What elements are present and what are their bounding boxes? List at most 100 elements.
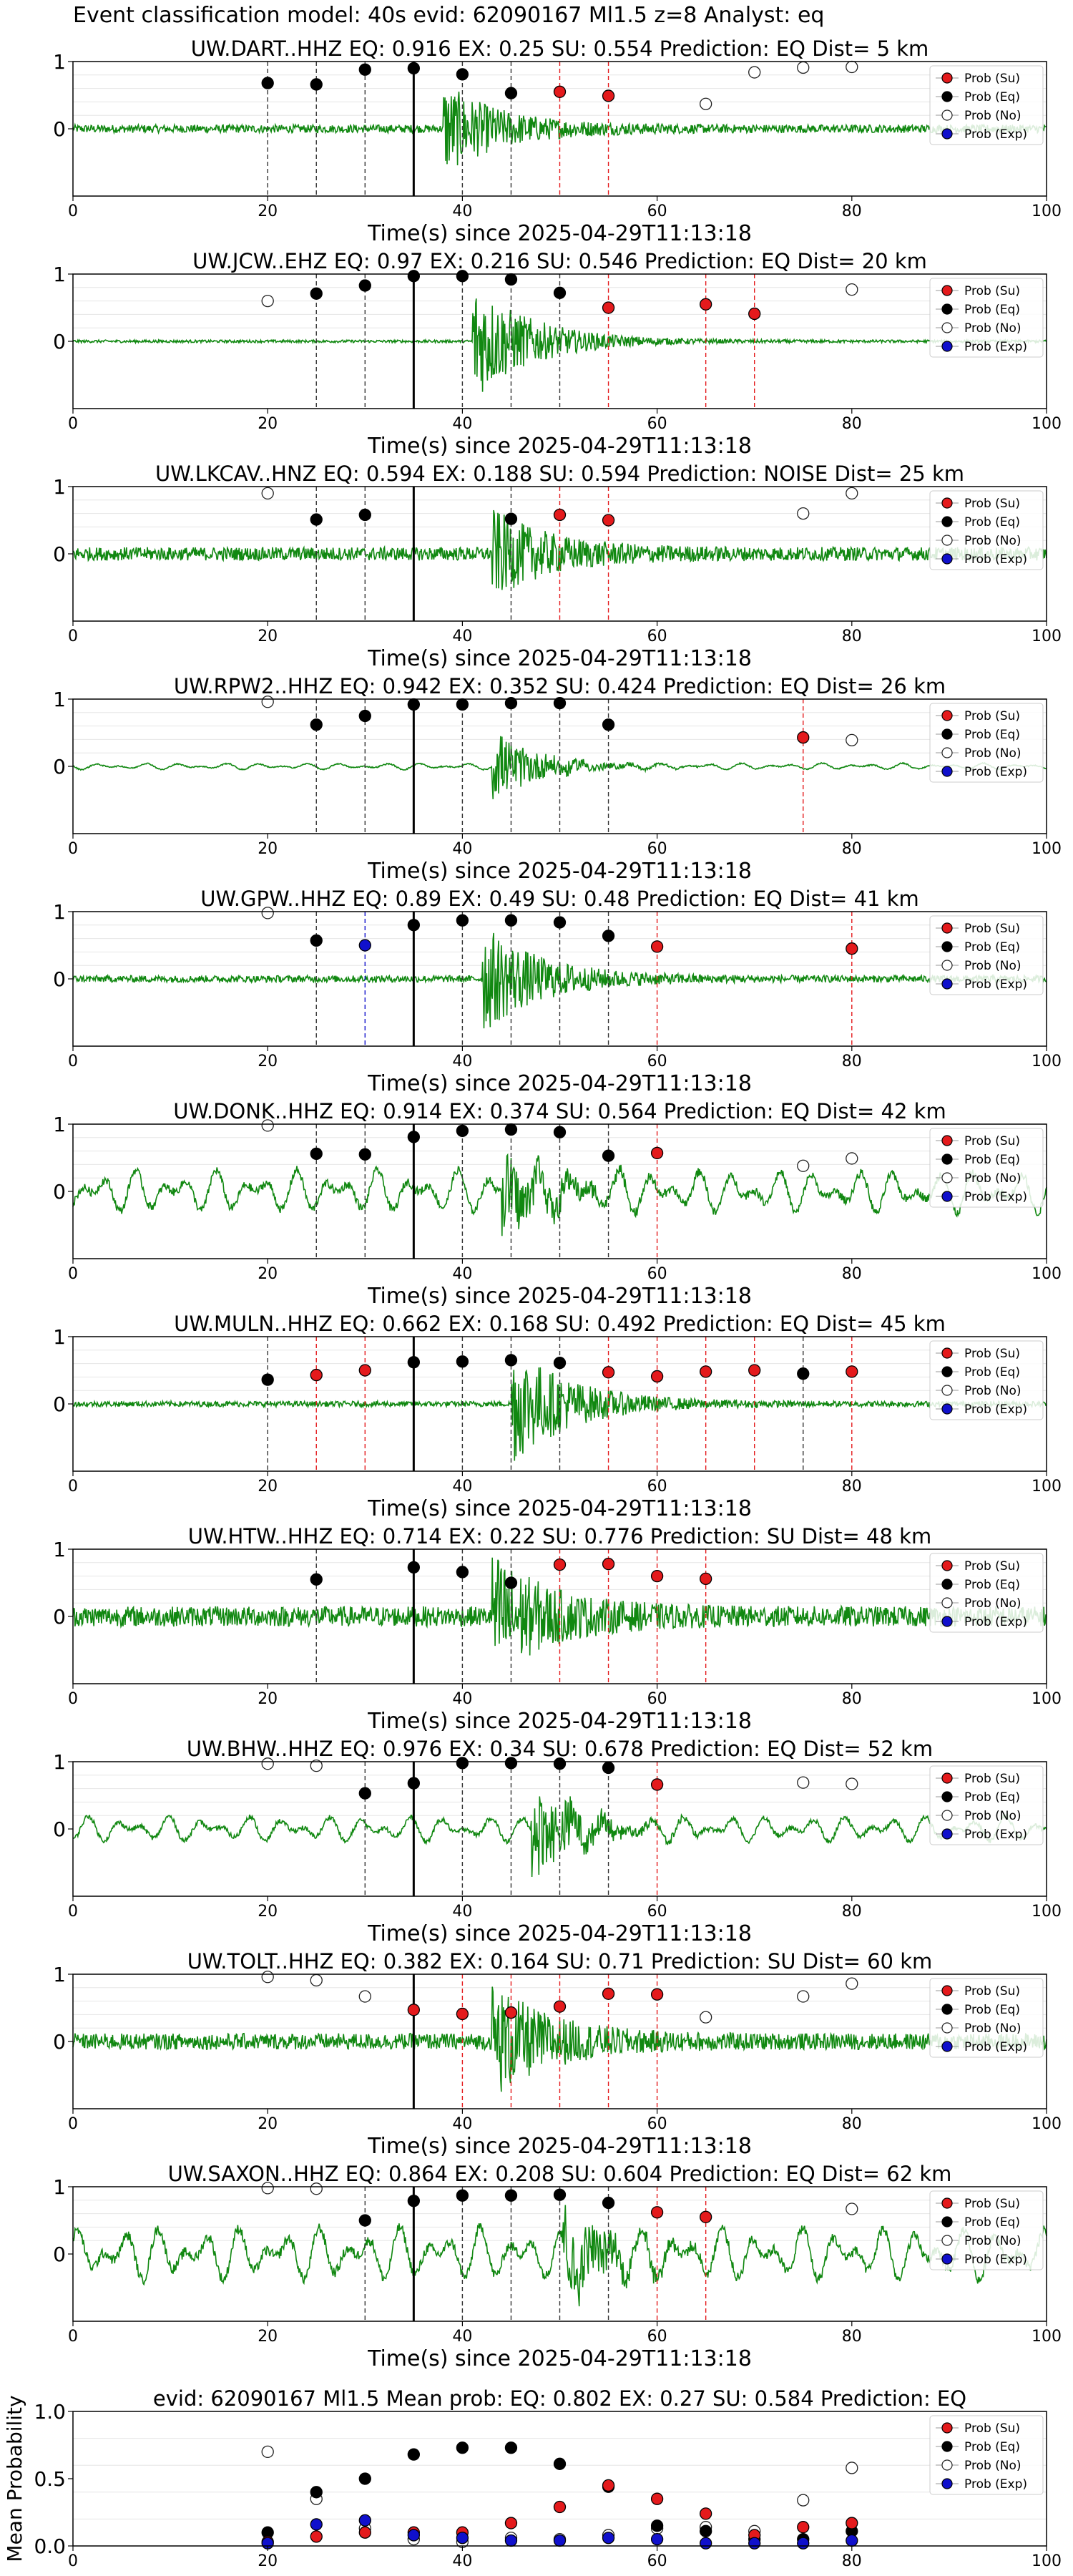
x-tick-label: 80 — [842, 1053, 862, 1070]
exp-prob-point — [407, 2529, 420, 2542]
x-tick-label: 60 — [647, 1478, 667, 1496]
waveform-trace — [72, 92, 1047, 166]
legend-marker — [941, 1403, 953, 1415]
eq-prob-point — [407, 62, 420, 75]
legend-marker — [941, 2004, 953, 2015]
x-axis-label: Time(s) since 2025-04-29T11:13:18 — [367, 434, 752, 459]
legend-label: Prob (No) — [964, 1809, 1021, 1823]
y-tick-label: 0 — [53, 330, 66, 353]
x-tick-label: 40 — [452, 415, 472, 433]
x-tick-label: 80 — [842, 203, 862, 220]
legend-label: Prob (Eq) — [964, 90, 1020, 104]
legend: Prob (Su) Prob (Eq) Prob (No) Prob (Exp) — [929, 2415, 1044, 2495]
y-tick-label: 0 — [53, 1818, 66, 1841]
no-prob-point — [846, 283, 858, 296]
eq-prob-point — [358, 2214, 371, 2227]
legend-label: Prob (No) — [964, 959, 1021, 973]
x-tick-label: 40 — [452, 628, 472, 645]
exp-prob-point — [748, 2537, 761, 2550]
legend: Prob (Su) Prob (Eq) Prob (No) Prob (Exp) — [929, 490, 1044, 570]
su-prob-point — [553, 2000, 567, 2013]
legend-label: Prob (Su) — [964, 284, 1020, 298]
legend-label: Prob (No) — [964, 321, 1021, 336]
y-tick-label: 1 — [53, 475, 66, 499]
su-prob-point — [797, 731, 810, 744]
no-prob-point — [261, 907, 274, 919]
legend-marker — [941, 322, 953, 333]
legend-label: Prob (Exp) — [964, 552, 1027, 567]
legend-marker — [941, 2041, 953, 2052]
legend-label: Prob (Exp) — [964, 1402, 1027, 1417]
x-tick-label: 80 — [842, 1478, 862, 1496]
x-tick-label: 20 — [258, 203, 278, 220]
no-prob-point — [358, 1990, 371, 2003]
no-prob-point — [846, 1977, 858, 1990]
y-tick-label: 0 — [53, 755, 66, 779]
no-prob-point — [261, 2445, 274, 2459]
legend-marker — [941, 1191, 953, 1202]
su-prob-point — [553, 85, 567, 98]
no-prob-point — [748, 66, 761, 79]
x-tick-label: 80 — [842, 1265, 862, 1283]
no-prob-point — [846, 60, 858, 74]
x-tick-label: 20 — [258, 1478, 278, 1496]
legend-label: Prob (Su) — [964, 1984, 1020, 1999]
eq-prob-point — [310, 718, 323, 731]
legend-marker — [941, 728, 953, 740]
legend-marker — [941, 2478, 953, 2489]
x-tick-label: 20 — [258, 2115, 278, 2133]
x-tick-label: 80 — [842, 840, 862, 858]
su-prob-point — [748, 307, 761, 321]
exp-prob-point — [358, 939, 371, 952]
su-prob-point — [456, 2007, 469, 2021]
eq-prob-point — [407, 2195, 420, 2207]
eq-prob-point — [553, 2188, 567, 2201]
eq-prob-point — [407, 1356, 420, 1369]
x-tick-label: 20 — [258, 2552, 278, 2570]
legend-marker — [941, 1560, 953, 1571]
exp-prob-point — [553, 2534, 567, 2547]
eq-prob-point — [553, 1357, 567, 1370]
y-tick-label: 0 — [53, 2030, 66, 2054]
legend-marker — [941, 109, 953, 121]
eq-prob-point — [602, 1761, 615, 1775]
legend-marker — [941, 1385, 953, 1396]
legend-box — [929, 65, 1044, 145]
eq-prob-point — [358, 1787, 371, 1800]
legend-label: Prob (No) — [964, 2234, 1021, 2248]
exp-prob-point — [700, 2537, 712, 2550]
no-prob-point — [846, 2202, 858, 2215]
x-axis-label: Time(s) since 2025-04-29T11:13:18 — [367, 1071, 752, 1096]
x-tick-label: 20 — [258, 1053, 278, 1070]
x-tick-label: 40 — [452, 2115, 472, 2133]
waveform-trace — [72, 298, 1047, 392]
legend-box — [929, 703, 1044, 783]
panel-title: UW.LKCAV..HNZ EQ: 0.594 EX: 0.188 SU: 0.… — [155, 462, 964, 486]
legend-marker — [941, 1366, 953, 1377]
x-tick-label: 100 — [1032, 1903, 1062, 1921]
su-prob-point — [650, 1370, 664, 1383]
x-tick-label: 100 — [1032, 1053, 1062, 1070]
eq-prob-point — [261, 77, 274, 89]
y-tick-label: 0.0 — [34, 2534, 66, 2558]
legend-marker — [941, 1597, 953, 1609]
x-axis-label: Time(s) since 2025-04-29T11:13:18 — [367, 221, 752, 246]
x-tick-label: 100 — [1032, 415, 1062, 433]
legend-label: Prob (No) — [964, 1171, 1021, 1186]
y-axis-label: Mean Probability — [3, 2395, 26, 2562]
x-tick-label: 60 — [647, 2328, 667, 2346]
station-panel-9: UW.BHW..HHZ EQ: 0.976 EX: 0.34 SU: 0.678… — [53, 1737, 1062, 1946]
legend-label: Prob (Su) — [964, 1559, 1020, 1574]
eq-prob-point — [504, 273, 518, 286]
legend-label: Prob (Su) — [964, 922, 1020, 936]
legend-label: Prob (Eq) — [964, 2215, 1020, 2230]
panel-title: UW.SAXON..HHZ EQ: 0.864 EX: 0.208 SU: 0.… — [168, 2162, 952, 2186]
legend-label: Prob (Eq) — [964, 728, 1020, 742]
su-prob-point — [553, 508, 567, 522]
legend: Prob (Su) Prob (Eq) Prob (No) Prob (Exp) — [929, 1765, 1044, 1845]
no-prob-point — [261, 294, 274, 308]
eq-prob-point — [602, 930, 615, 942]
panel-title: UW.BHW..HHZ EQ: 0.976 EX: 0.34 SU: 0.678… — [187, 1737, 933, 1761]
su-prob-point — [358, 1364, 371, 1377]
no-prob-point — [797, 61, 810, 74]
